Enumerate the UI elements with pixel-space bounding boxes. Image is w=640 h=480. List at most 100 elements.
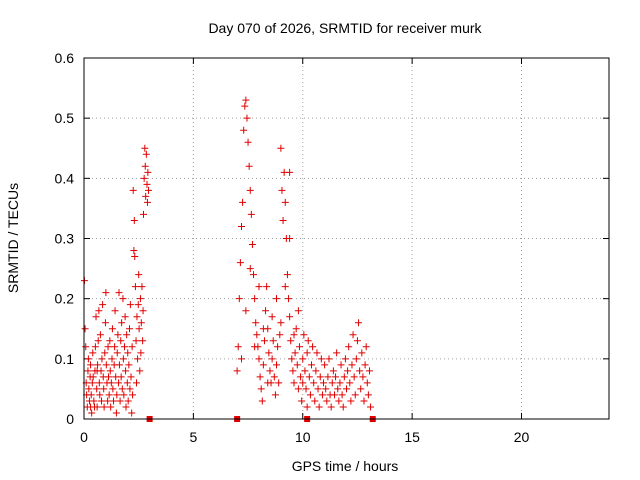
data-point-plus [311,397,319,405]
data-point-plus [133,313,141,321]
data-point-plus [306,391,314,399]
data-point-plus [289,367,297,375]
data-point-plus [309,343,317,351]
data-point-plus [136,367,144,375]
data-point-plus [93,403,101,411]
data-point-plus [349,331,357,339]
data-point-plus [348,361,356,369]
data-point-plus [135,271,143,279]
data-point-plus [100,385,108,393]
x-tick-label: 5 [189,429,197,445]
data-point-plus [90,397,98,405]
data-point-plus [257,385,265,393]
data-point-plus [89,349,97,357]
data-point-plus [118,385,126,393]
data-point-plus [104,343,112,351]
data-point-plus [251,295,259,303]
data-point-plus [310,379,318,387]
data-point-plus [278,186,286,194]
data-point-plus [294,307,302,315]
data-point-plus [268,313,276,321]
data-point-plus [248,241,256,249]
data-point-plus [102,361,110,369]
y-tick-label: 0 [66,411,74,427]
data-point-plus [315,403,323,411]
data-point-plus [346,379,354,387]
data-point-plus [270,373,278,381]
plot-frame [83,57,610,420]
data-point-plus [323,397,331,405]
data-point-plus [96,391,104,399]
chart-title: Day 070 of 2026, SRMTID for receiver mur… [208,20,482,36]
data-point-plus [352,355,360,363]
data-point-plus [246,265,254,273]
y-tick-label: 0.2 [55,291,75,307]
data-point-plus [286,313,294,321]
data-point-plus [91,343,99,351]
data-point-plus [122,403,130,411]
data-point-plus [362,343,370,351]
data-point-plus [123,379,131,387]
data-point-plus [263,283,271,291]
data-point-plus [234,343,242,351]
data-point-plus [283,271,291,279]
data-point-plus [320,379,328,387]
data-point-plus [256,373,264,381]
data-point-plus [138,283,146,291]
data-point-plus [100,403,108,411]
data-point-plus [131,253,139,261]
data-point-plus [113,391,121,399]
data-point-plus [279,216,287,224]
y-tick-label: 0.1 [55,351,75,367]
data-point-plus [337,361,345,369]
data-point-plus [262,307,270,315]
data-point-plus [295,343,303,351]
data-point-plus [318,391,326,399]
data-point-plus [104,397,112,405]
data-point-plus [298,397,306,405]
y-tick-label: 0.3 [55,231,75,247]
data-point-plus [124,349,132,357]
data-point-plus [266,367,274,375]
data-point-plus [240,126,248,134]
data-point-plus [117,337,125,345]
data-point-plus [140,174,148,182]
data-point-plus [300,331,308,339]
data-point-plus [130,216,138,224]
data-point-plus [109,385,117,393]
data-point-plus [332,373,340,381]
data-point-plus [351,391,359,399]
data-point-plus [353,337,361,345]
data-point-plus [88,409,96,417]
data-point-plus [336,379,344,387]
data-point-plus [128,343,136,351]
data-point-plus [317,355,325,363]
data-point-plus [105,373,112,381]
y-tick-label: 0.4 [55,170,75,186]
data-point-plus [301,367,309,375]
data-point-plus [139,307,147,315]
data-point-plus [125,361,133,369]
data-point-plus [129,391,137,399]
x-tick-label: 20 [514,429,530,445]
data-point-plus [131,283,139,291]
data-point-plus [96,331,104,339]
data-point-plus [123,331,131,339]
data-point-plus [101,349,109,357]
data-point-plus [118,319,126,327]
data-point-plus [84,355,92,363]
data-point-plus [297,373,305,381]
data-point-plus [108,355,116,363]
data-point-plus [136,295,144,303]
data-point-plus [105,391,113,399]
data-point-plus [127,373,135,381]
data-point-plus [82,343,90,351]
data-point-plus [142,192,150,200]
data-point-plus [343,385,350,393]
data-point-plus [242,96,250,104]
data-point-plus [119,295,127,303]
data-point-plus [143,180,151,188]
data-point-plus [241,102,249,110]
data-point-plus [313,349,321,357]
